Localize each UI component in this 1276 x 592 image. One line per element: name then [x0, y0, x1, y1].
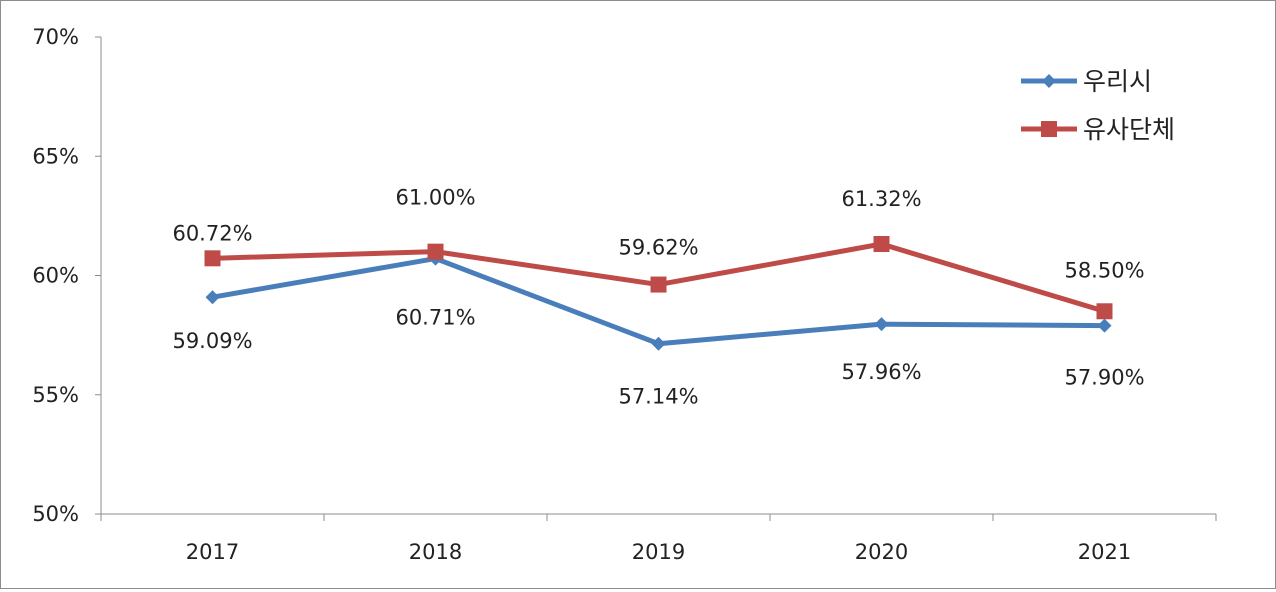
data-point-square	[873, 236, 890, 253]
data-label: 59.62%	[618, 236, 698, 260]
data-label: 57.96%	[841, 360, 921, 384]
legend-label: 유사단체	[1083, 115, 1175, 144]
data-point-square	[204, 250, 221, 267]
legend-label: 우리시	[1083, 67, 1152, 96]
data-label: 61.00%	[395, 186, 475, 210]
y-tick-label: 50%	[32, 502, 79, 526]
x-tick-label: 2021	[1078, 540, 1131, 564]
series-layer	[204, 236, 1113, 351]
data-point-diamond	[874, 317, 889, 332]
x-tick-label: 2020	[855, 540, 908, 564]
x-tick-label: 2017	[186, 540, 239, 564]
data-label: 57.14%	[618, 385, 698, 409]
data-point-diamond	[205, 290, 220, 305]
data-label: 60.72%	[172, 221, 252, 245]
axes: 50% 55% 60% 65% 70% 2017 2018 2019 2020 2021	[32, 25, 1217, 564]
legend-marker-square	[1041, 121, 1057, 137]
y-tick-label: 55%	[32, 383, 79, 407]
y-tick-label: 65%	[32, 144, 79, 168]
data-label: 57.90%	[1064, 366, 1144, 390]
y-tick-label: 70%	[32, 25, 79, 49]
data-label: 61.32%	[841, 187, 921, 211]
data-label: 58.50%	[1064, 258, 1144, 282]
data-point-square	[650, 276, 667, 293]
data-labels: 59.09% 60.71% 57.14% 57.96% 57.90% 60.72% 61.0…	[172, 186, 1144, 409]
x-tick-label: 2018	[409, 540, 462, 564]
data-point-square	[1096, 303, 1113, 320]
data-point-diamond	[651, 336, 666, 351]
legend-marker-diamond	[1042, 74, 1056, 88]
data-label: 59.09%	[172, 329, 252, 353]
data-point-diamond	[1097, 318, 1112, 333]
data-label: 60.71%	[395, 306, 475, 330]
data-point-square	[427, 243, 444, 260]
x-tick-label: 2019	[632, 540, 685, 564]
y-tick-label: 60%	[32, 264, 79, 288]
